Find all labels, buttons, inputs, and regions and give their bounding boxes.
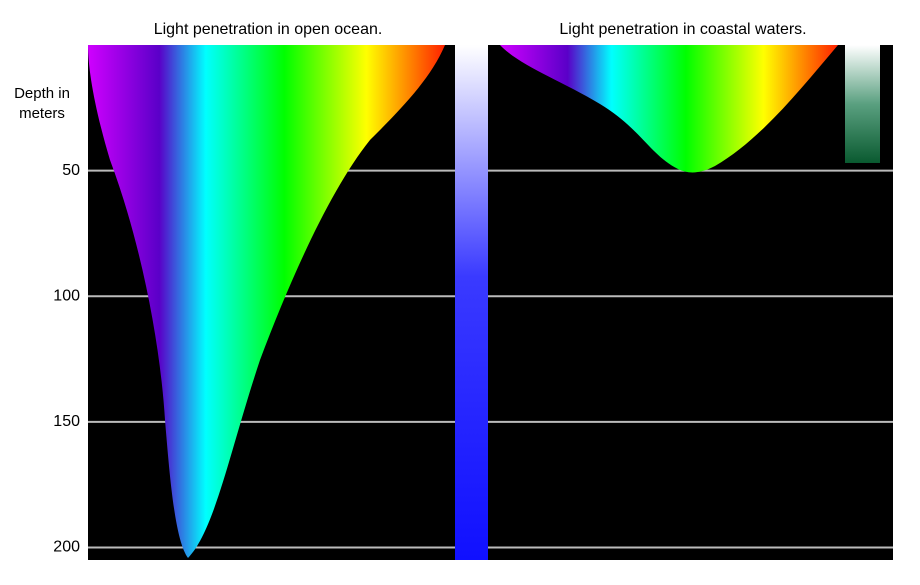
panel-title: Light penetration in coastal waters. [559,21,806,38]
open-ocean-spectrum [88,45,445,558]
panel-title: Light penetration in open ocean. [154,21,383,38]
axis-label: Depth in meters [14,85,70,122]
open-ocean-color-bar [455,45,488,560]
y-tick-label: 150 [53,413,80,430]
coastal-spectrum [500,45,838,173]
y-tick-label: 50 [62,162,80,179]
coastal-color-bar [845,45,880,163]
y-tick-label: 100 [53,287,80,304]
y-tick-label: 200 [53,539,80,556]
